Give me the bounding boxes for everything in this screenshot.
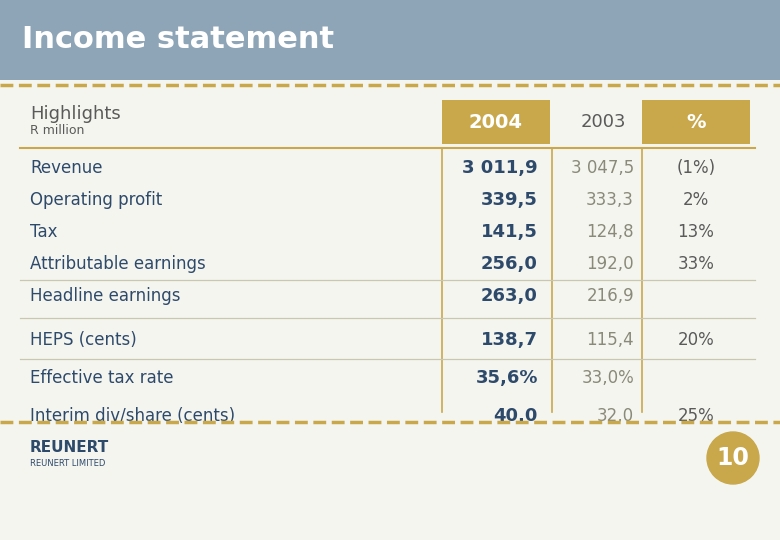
Text: REUNERT: REUNERT [30,441,109,456]
Text: 2%: 2% [682,191,709,209]
Text: 3 011,9: 3 011,9 [463,159,538,177]
Text: 10: 10 [717,446,750,470]
Text: 32,0: 32,0 [597,407,634,425]
Text: 216,9: 216,9 [587,287,634,305]
Text: REUNERT LIMITED: REUNERT LIMITED [30,458,105,468]
Text: 33,0%: 33,0% [581,369,634,387]
Text: 115,4: 115,4 [587,331,634,349]
FancyBboxPatch shape [442,100,550,144]
Text: 20%: 20% [678,331,714,349]
Text: 40,0: 40,0 [494,407,538,425]
Text: Attributable earnings: Attributable earnings [30,255,206,273]
Text: 256,0: 256,0 [481,255,538,273]
Text: 333,3: 333,3 [586,191,634,209]
FancyBboxPatch shape [642,100,750,144]
Circle shape [707,432,759,484]
Text: 124,8: 124,8 [587,223,634,241]
Text: 2003: 2003 [580,113,626,131]
Text: Highlights: Highlights [30,105,121,123]
Text: 263,0: 263,0 [481,287,538,305]
Text: 138,7: 138,7 [481,331,538,349]
Text: Tax: Tax [30,223,58,241]
Text: R million: R million [30,124,84,137]
Text: 3 047,5: 3 047,5 [571,159,634,177]
Text: Revenue: Revenue [30,159,102,177]
Text: Interim div/share (cents): Interim div/share (cents) [30,407,235,425]
Text: 192,0: 192,0 [587,255,634,273]
Text: Income statement: Income statement [22,25,334,55]
Text: 2004: 2004 [469,112,523,132]
Text: (1%): (1%) [676,159,715,177]
Text: 33%: 33% [678,255,714,273]
Text: 141,5: 141,5 [481,223,538,241]
Text: 13%: 13% [678,223,714,241]
Text: 25%: 25% [678,407,714,425]
Text: Effective tax rate: Effective tax rate [30,369,173,387]
Text: Headline earnings: Headline earnings [30,287,180,305]
Text: %: % [686,112,706,132]
Text: Operating profit: Operating profit [30,191,162,209]
Text: 35,6%: 35,6% [476,369,538,387]
FancyBboxPatch shape [0,0,780,80]
Text: 339,5: 339,5 [481,191,538,209]
Text: HEPS (cents): HEPS (cents) [30,331,136,349]
